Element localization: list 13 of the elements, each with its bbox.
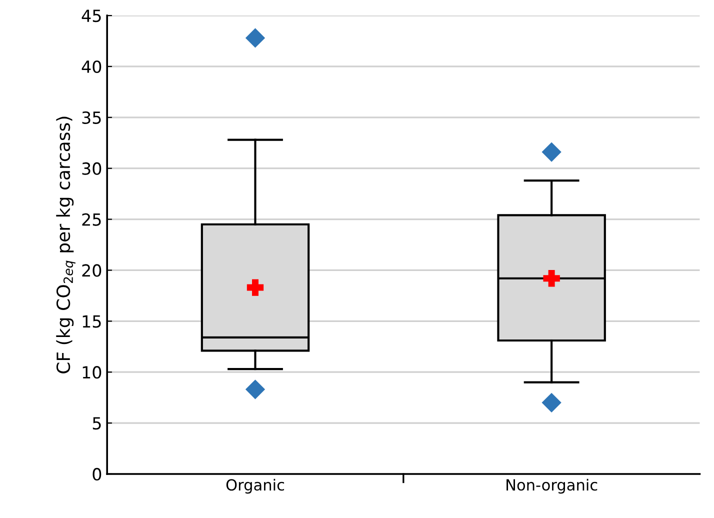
y-axis-title: CF (kg CO$_{2eq}$ per kg carcass) [56,116,76,374]
y-tick-label: 0 [92,468,102,481]
x-tick-label: Non-organic [506,478,598,494]
y-tick-label: 5 [92,417,101,430]
y-tick-label: 30 [82,162,102,175]
y-tick-label: 15 [82,315,101,328]
y-tick-label: 10 [82,366,102,379]
y-tick-label: 20 [82,264,102,277]
y-tick-label: 45 [82,10,101,22]
y-tick-label: 40 [82,60,102,74]
y-tick-label: 25 [82,213,101,226]
x-tick-label: Organic [226,478,284,494]
y-tick-label: 35 [82,111,101,124]
